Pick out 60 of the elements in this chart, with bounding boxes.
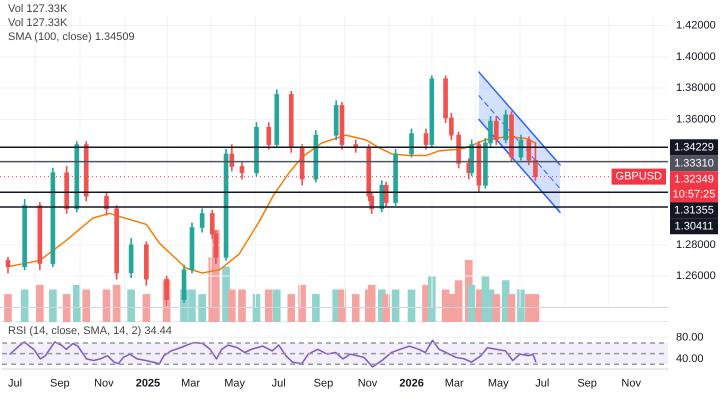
- bar: [238, 289, 246, 322]
- bar: [102, 289, 110, 322]
- bar: [112, 284, 120, 322]
- ref-line-label: 1.34229: [674, 141, 714, 154]
- bar: [198, 294, 206, 322]
- bar: [252, 294, 260, 322]
- x-tick-label: Mar: [181, 378, 200, 390]
- x-tick-label: Sep: [50, 378, 70, 390]
- bar: [264, 289, 273, 322]
- x-tick-label: Jul: [535, 378, 550, 390]
- ref-line-label: 1.31355: [674, 204, 714, 216]
- bar: [392, 289, 400, 322]
- y-tick-label: 1.36000: [676, 114, 716, 126]
- x-tick-label: 2025: [136, 378, 160, 390]
- x-tick-label: May: [488, 378, 510, 390]
- x-tick-label: 2026: [399, 378, 424, 390]
- annotation: RSI (14, close, SMA, 14, 2) 34.44: [8, 324, 172, 338]
- bar: [352, 294, 360, 322]
- x-tick-label: Sep: [577, 378, 597, 390]
- bar: [49, 289, 57, 322]
- bar: [272, 289, 281, 322]
- bar: [36, 284, 44, 322]
- x-tick-label: Nov: [358, 378, 378, 390]
- bar: [517, 289, 525, 322]
- bar: [4, 294, 12, 322]
- bar: [508, 294, 516, 322]
- annotation: Vol 127.33K: [8, 16, 68, 30]
- bar: [492, 294, 500, 322]
- x-tick-label: Sep: [314, 378, 334, 390]
- bar: [408, 289, 416, 322]
- x-tick-label: May: [224, 378, 246, 390]
- bar: [82, 289, 90, 322]
- ref-line-label: 1.33310: [674, 157, 714, 170]
- x-tick-label: Nov: [621, 378, 642, 390]
- legend-label: 1.30411: [674, 220, 714, 232]
- y-tick-label: 1.28000: [676, 238, 716, 251]
- y-tick-label: 1.26000: [676, 270, 716, 282]
- y-tick-label: 40.00: [676, 352, 704, 365]
- y-tick-label: 1.38000: [676, 82, 716, 94]
- annotation: Vol 127.33K: [8, 2, 68, 16]
- bar: [368, 284, 376, 322]
- bar: [142, 294, 150, 322]
- y-tick-label: 1.42000: [676, 20, 716, 32]
- bar: [20, 289, 28, 322]
- annotation: SMA (100, close) 1.34509: [8, 30, 135, 44]
- x-tick-label: Jul: [272, 378, 286, 390]
- y-tick-label: 80.00: [676, 332, 704, 344]
- bar: [228, 289, 236, 322]
- text: 10:57:25: [672, 188, 716, 200]
- x-tick-label: Mar: [444, 378, 464, 390]
- ref-line-label: 1.32349: [674, 173, 714, 186]
- bar: [338, 289, 346, 322]
- bar: [127, 289, 135, 322]
- x-tick-label: Nov: [94, 378, 114, 390]
- annotation: GBPUSD: [616, 170, 662, 183]
- y-tick-label: 1.40000: [676, 50, 716, 63]
- x-tick-label: Jul: [8, 378, 22, 390]
- bar: [287, 294, 296, 322]
- bar: [62, 294, 70, 322]
- bar: [312, 294, 320, 322]
